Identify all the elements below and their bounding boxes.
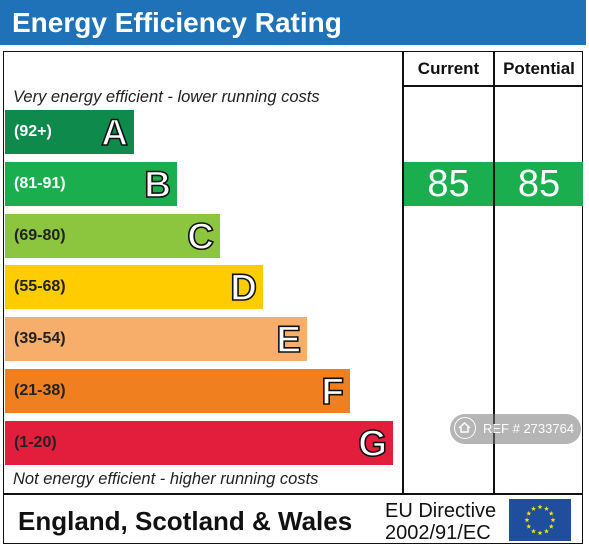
band-letter: B bbox=[143, 163, 171, 206]
eu-star-icon bbox=[524, 517, 530, 523]
header-divider bbox=[402, 85, 583, 87]
current-score: 85 bbox=[404, 162, 493, 206]
eu-star-icon bbox=[548, 510, 554, 516]
band-letter: E bbox=[276, 318, 302, 361]
band-c: (69-80) C bbox=[5, 214, 220, 258]
top-note: Very energy efficient - lower running co… bbox=[13, 88, 320, 106]
column-divider bbox=[402, 51, 404, 494]
reference-number: REF # 2733764 bbox=[483, 421, 575, 436]
band-range: (69-80) bbox=[14, 227, 66, 244]
band-letter: A bbox=[100, 111, 128, 154]
home-icon bbox=[454, 417, 476, 439]
reference-watermark: REF # 2733764 bbox=[450, 414, 581, 444]
band-range: (81-91) bbox=[14, 175, 66, 192]
eu-star-icon bbox=[526, 510, 532, 516]
column-header-potential: Potential bbox=[503, 59, 575, 78]
page-title: Energy Efficiency Rating bbox=[12, 7, 342, 38]
eu-star-icon bbox=[537, 504, 543, 510]
eu-star-icon bbox=[526, 523, 532, 529]
rating-table bbox=[3, 51, 583, 544]
eu-flag-icon bbox=[509, 499, 571, 541]
band-f: (21-38) F bbox=[5, 369, 350, 413]
eu-star-icon bbox=[531, 528, 536, 534]
footer-divider bbox=[3, 493, 583, 495]
band-range: (55-68) bbox=[14, 278, 66, 295]
band-range: (1-20) bbox=[14, 434, 57, 451]
eu-star-icon bbox=[548, 523, 554, 529]
band-range: (21-38) bbox=[14, 382, 66, 399]
band-d: (55-68) D bbox=[5, 265, 263, 309]
column-divider bbox=[493, 51, 495, 494]
band-letter: F bbox=[321, 370, 345, 413]
eu-star-icon bbox=[544, 506, 549, 511]
column-header-current: Current bbox=[417, 59, 480, 78]
band-range: (92+) bbox=[14, 123, 52, 140]
band-letter: C bbox=[186, 215, 214, 258]
band-g: (1-20) G bbox=[5, 421, 393, 465]
band-e: (39-54) E bbox=[5, 317, 307, 361]
footer-region: England, Scotland & Wales bbox=[18, 506, 353, 536]
eu-star-icon bbox=[531, 506, 536, 511]
band-b: (81-91) B bbox=[5, 162, 177, 206]
band-range: (39-54) bbox=[14, 330, 66, 347]
eu-star-icon bbox=[550, 517, 556, 523]
band-a: (92+) A bbox=[5, 110, 134, 154]
eu-directive-line2: 2002/91/EC bbox=[385, 522, 491, 544]
eu-star-icon bbox=[544, 528, 549, 534]
eu-directive: EU Directive 2002/91/EC bbox=[385, 500, 496, 544]
eu-star-icon bbox=[537, 530, 543, 536]
bottom-note: Not energy efficient - higher running co… bbox=[13, 470, 319, 488]
band-letter: G bbox=[357, 422, 387, 465]
potential-score: 85 bbox=[495, 162, 583, 206]
eu-directive-line1: EU Directive bbox=[385, 500, 497, 522]
band-letter: D bbox=[229, 266, 257, 309]
title-bar: Energy Efficiency Rating bbox=[0, 0, 586, 45]
